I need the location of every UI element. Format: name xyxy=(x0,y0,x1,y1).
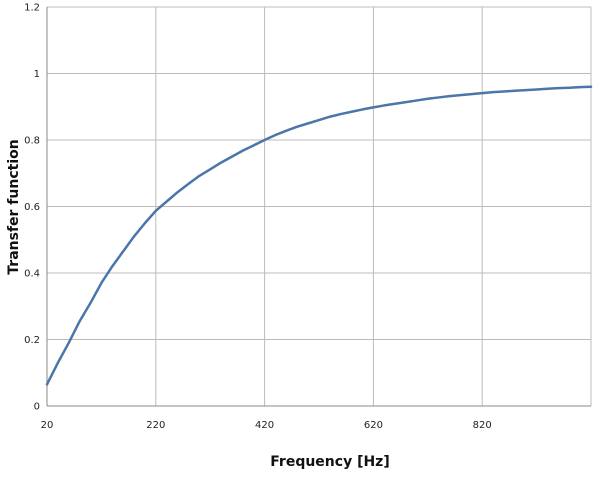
series-line xyxy=(45,85,593,386)
y-axis-title: Transfer function xyxy=(6,139,22,274)
y-tick-label: 0 xyxy=(34,402,40,413)
y-tick-label: 0.4 xyxy=(24,269,40,280)
y-tick-label: 1.2 xyxy=(24,3,40,14)
x-tick-label: 420 xyxy=(255,420,274,431)
x-tick-label: 820 xyxy=(473,420,492,431)
y-tick-label: 0.2 xyxy=(24,335,40,346)
x-tick-label: 620 xyxy=(364,420,383,431)
y-axis-ticks: 0 0.2 0.4 0.6 0.8 1 1.2 xyxy=(24,3,40,413)
x-axis-ticks: 20 220 420 620 820 xyxy=(41,420,492,431)
x-axis-title: Frequency [Hz] xyxy=(270,454,389,470)
y-tick-label: 0.8 xyxy=(24,136,40,147)
y-tick-label: 1 xyxy=(34,69,40,80)
gridlines xyxy=(46,6,592,407)
x-tick-label: 220 xyxy=(146,420,165,431)
x-tick-label: 20 xyxy=(41,420,54,431)
plot-area xyxy=(45,85,593,386)
y-tick-label: 0.6 xyxy=(24,202,40,213)
